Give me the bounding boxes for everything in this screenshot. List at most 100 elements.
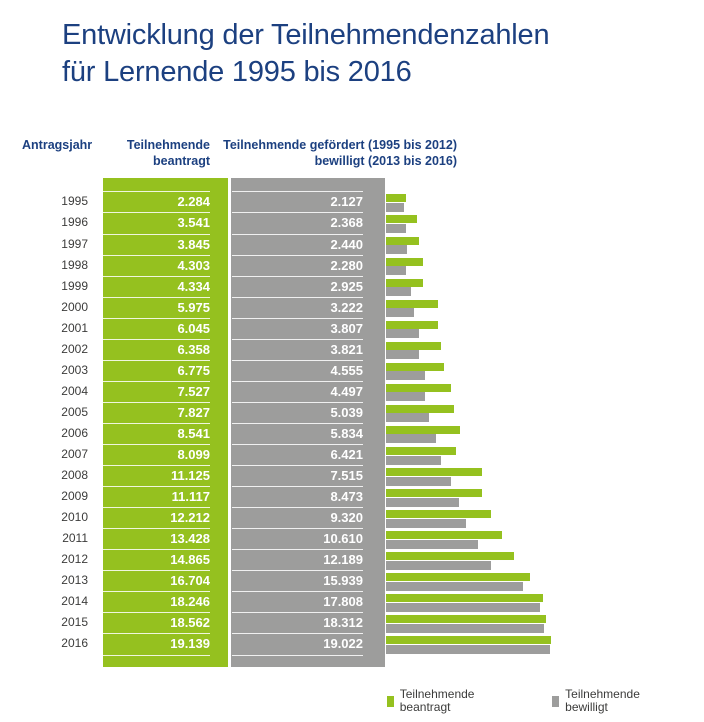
page-title-line1: Entwicklung der Teilnehmendenzahlen <box>62 19 550 51</box>
legend-swatch-requested <box>387 695 394 707</box>
bar-requested <box>386 341 441 350</box>
row-requested-value: 7.527 <box>177 383 210 399</box>
bar-granted <box>386 455 442 465</box>
row-requested-value: 11.125 <box>170 468 210 484</box>
row-year-label: 2012 <box>61 552 88 567</box>
row-year-label: 2010 <box>61 510 88 525</box>
column-header-granted-line2: bewilligt (2013 bis 2016) <box>314 153 457 168</box>
bar-requested <box>386 362 445 371</box>
column-header-requested-line2: beantragt <box>153 153 210 168</box>
row-separator <box>232 296 363 298</box>
row-separator <box>103 254 210 256</box>
row-requested-value: 3.845 <box>177 236 210 252</box>
row-separator <box>232 654 363 656</box>
row-granted-value: 9.320 <box>330 510 363 526</box>
row-separator <box>103 654 210 656</box>
bar-granted <box>386 560 492 570</box>
row-year-label: 2015 <box>61 615 88 630</box>
row-requested-value: 12.212 <box>170 510 210 526</box>
bar-requested <box>386 278 424 287</box>
row-year-label: 2008 <box>61 468 88 483</box>
row-separator <box>103 380 210 382</box>
bar-granted <box>386 392 425 402</box>
bar-requested <box>386 320 439 329</box>
row-separator <box>103 296 210 298</box>
bar-granted <box>386 350 419 360</box>
row-granted-value: 18.312 <box>323 615 363 631</box>
row-requested-value: 4.303 <box>177 257 210 273</box>
bar-granted <box>386 202 405 212</box>
row-separator <box>232 549 363 551</box>
row-granted-value: 12.189 <box>323 552 363 568</box>
row-granted-value: 3.821 <box>330 341 363 357</box>
row-separator <box>232 444 363 445</box>
bar-requested <box>386 468 482 477</box>
row-granted-value: 4.555 <box>330 362 363 378</box>
row-year-label: 1999 <box>61 278 88 293</box>
row-separator <box>103 570 210 572</box>
row-requested-value: 14.865 <box>170 552 210 568</box>
row-year-label: 2005 <box>61 404 88 419</box>
row-requested-value: 4.334 <box>177 278 210 294</box>
bar-requested <box>386 215 417 224</box>
row-separator <box>103 591 210 593</box>
row-separator <box>232 633 363 635</box>
legend-swatch-granted <box>552 695 560 707</box>
row-separator <box>232 254 363 256</box>
row-separator <box>232 338 363 340</box>
legend-item-granted: Teilnehmende bewilligt <box>552 688 644 714</box>
row-separator <box>232 212 363 214</box>
row-requested-value: 19.139 <box>170 636 210 652</box>
row-requested-value: 11.117 <box>171 489 210 505</box>
bar-requested <box>386 636 551 645</box>
bar-granted <box>386 308 414 318</box>
bar-granted <box>386 434 437 444</box>
legend-item-requested: Teilnehmende beantragt <box>387 688 479 714</box>
bar-granted <box>386 518 467 528</box>
column-header-requested-line1: Teilnehmende <box>126 138 210 152</box>
row-granted-value: 19.022 <box>323 636 363 652</box>
bar-requested <box>386 531 502 540</box>
bar-requested <box>386 615 546 624</box>
row-granted-value: 5.039 <box>330 404 363 420</box>
bar-requested <box>386 552 515 561</box>
row-granted-value: 2.440 <box>330 236 363 252</box>
row-requested-value: 18.246 <box>170 594 210 610</box>
row-separator <box>103 422 210 424</box>
bar-requested <box>386 447 456 455</box>
row-requested-value: 18.562 <box>170 615 210 631</box>
row-granted-value: 2.368 <box>330 215 363 231</box>
row-granted-value: 3.807 <box>330 320 363 336</box>
requested-column-band <box>103 178 228 667</box>
row-year-label: 2002 <box>61 341 88 356</box>
row-granted-value: 2.925 <box>330 278 363 294</box>
row-separator <box>232 422 363 424</box>
row-requested-value: 6.358 <box>177 341 210 357</box>
row-requested-value: 5.975 <box>177 299 210 315</box>
page-title: Entwicklung der Teilnehmendenzahlen für L… <box>62 17 550 91</box>
row-separator <box>232 591 363 593</box>
bar-granted <box>386 497 459 507</box>
row-separator <box>103 633 210 635</box>
row-year-label: 2004 <box>61 383 88 398</box>
column-header-year: Antragsjahr <box>22 138 93 152</box>
row-separator <box>103 338 210 340</box>
row-separator <box>103 359 210 361</box>
row-granted-value: 2.127 <box>330 194 363 210</box>
row-year-label: 1995 <box>61 194 88 209</box>
row-separator <box>232 528 363 530</box>
bar-requested <box>386 299 438 308</box>
column-header-granted: Teilnehmende gefördert (1995 bis 2012) b… <box>207 138 457 169</box>
row-granted-value: 8.473 <box>330 489 363 505</box>
row-year-label: 2013 <box>61 573 88 588</box>
bar-granted <box>386 371 426 381</box>
row-separator <box>232 359 363 361</box>
row-separator <box>103 465 210 467</box>
row-year-label: 2006 <box>61 425 88 440</box>
row-requested-value: 6.775 <box>177 362 210 378</box>
row-year-label: 2016 <box>61 636 88 651</box>
legend-label-requested: Teilnehmende beantragt <box>399 687 475 714</box>
granted-column-band <box>231 178 385 667</box>
row-granted-value: 15.939 <box>323 573 363 589</box>
row-separator <box>103 212 210 214</box>
